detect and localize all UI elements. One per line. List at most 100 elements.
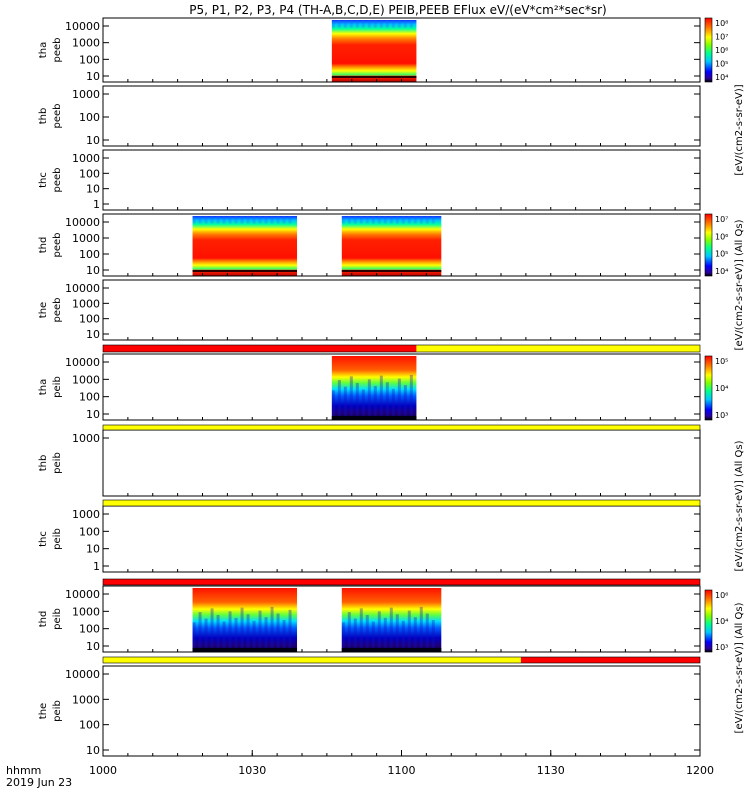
mode-bar-segment bbox=[520, 657, 700, 663]
y-axis-label-instrument: peeb bbox=[52, 104, 63, 129]
spectrogram-texture bbox=[252, 216, 256, 224]
x-tick-label: 1030 bbox=[238, 764, 266, 777]
colorbar-thd_peeb bbox=[704, 213, 713, 277]
colorbar-tick-label: 10⁴ bbox=[715, 267, 728, 276]
y-axis-label-probe: thd bbox=[38, 611, 49, 628]
y-axis-label-probe: tha bbox=[38, 42, 49, 58]
y-axis-label-probe: thb bbox=[38, 455, 49, 472]
y-tick-label: 1000 bbox=[72, 373, 100, 386]
y-tick-label: 1000 bbox=[72, 297, 100, 310]
panel-thb_peeb: 1000 100 10 thb peeb bbox=[38, 85, 701, 147]
panel-frame bbox=[102, 429, 701, 497]
spectrogram-texture bbox=[276, 216, 280, 224]
spectrogram-texture bbox=[192, 216, 196, 224]
y-tick-label: 100 bbox=[79, 391, 100, 404]
y-axis-label-instrument: peib bbox=[52, 528, 63, 550]
spectrogram-texture bbox=[355, 20, 359, 28]
colorbar-tick-label: 10³ bbox=[715, 411, 728, 420]
figure-title: P5, P1, P2, P3, P4 (TH-A,B,C,D,E) PEIB,P… bbox=[189, 3, 606, 17]
y-axis-label-instrument: peib bbox=[52, 452, 63, 474]
spectrogram-texture bbox=[347, 216, 351, 224]
y-tick-label: 100 bbox=[79, 111, 100, 124]
mode-bar-segment bbox=[103, 425, 700, 430]
spectrogram-texture bbox=[371, 621, 375, 652]
x-axis-label-hhmm: hhmm bbox=[6, 764, 41, 777]
spectrogram-texture bbox=[252, 620, 256, 652]
spectrogram-texture bbox=[210, 608, 214, 652]
mode-bar-frame bbox=[102, 424, 701, 431]
spectrogram-texture bbox=[355, 382, 359, 420]
spectrogram-texture bbox=[353, 216, 357, 224]
spectrogram-texture bbox=[228, 611, 232, 652]
y-tick-label: 10 bbox=[86, 70, 100, 83]
spectrogram-texture bbox=[373, 385, 377, 420]
spectrogram-texture bbox=[222, 621, 226, 652]
panel-the_peeb: 10000 1000 100 10 the peeb bbox=[38, 279, 701, 341]
panel-frame bbox=[102, 505, 701, 573]
y-tick-label: 1000 bbox=[72, 693, 100, 706]
spectrogram-texture bbox=[425, 613, 429, 652]
spectrogram-texture bbox=[264, 216, 268, 224]
spectrogram-texture bbox=[371, 216, 375, 224]
spectrogram-texture bbox=[419, 216, 423, 224]
spectrogram-texture bbox=[258, 610, 262, 652]
spectrogram-texture bbox=[198, 612, 202, 652]
spectrogram-texture bbox=[367, 20, 371, 28]
spectrogram-texture bbox=[379, 375, 383, 420]
spectrogram-texture bbox=[365, 216, 369, 224]
y-tick-label: 10 bbox=[86, 640, 100, 653]
spectrogram-texture bbox=[337, 20, 341, 28]
spectrogram-texture bbox=[391, 388, 395, 420]
spectrogram-base bbox=[331, 416, 417, 420]
colorbar-tha_peeb bbox=[704, 17, 713, 83]
colorbar-stack: 10⁸ 10⁷ 10⁶ 10⁵ 10⁴ 10⁷ 10⁶ 10⁵ 10⁴ 10⁵ 10⁴ 10³ 10⁶ 1… bbox=[704, 17, 728, 653]
mode-bar-frame bbox=[102, 344, 701, 353]
spectrogram-texture bbox=[240, 607, 244, 652]
colorbar-label-upper: [eV/(cm2-s-sr-eV)] (All Qs) bbox=[734, 219, 745, 350]
spectrogram-texture bbox=[204, 618, 208, 652]
spectrogram-texture bbox=[395, 614, 399, 652]
spectrogram-texture bbox=[246, 216, 250, 224]
spectrogram-texture bbox=[389, 607, 393, 652]
spectrogram-base bbox=[341, 648, 442, 652]
y-tick-label: 10 bbox=[86, 264, 100, 277]
spectrogram-block bbox=[192, 588, 298, 652]
spectrogram-texture bbox=[383, 216, 387, 224]
x-tick-label: 1100 bbox=[388, 764, 416, 777]
spectrogram-texture bbox=[282, 620, 286, 652]
spectrogram-texture bbox=[407, 610, 411, 652]
spectrogram-texture bbox=[228, 216, 232, 224]
spectrogram-texture bbox=[234, 216, 238, 224]
colorbar-tick-label: 10⁶ bbox=[715, 591, 728, 600]
spectrogram-texture bbox=[347, 612, 351, 652]
spectrogram-texture bbox=[341, 622, 345, 652]
y-tick-label: 100 bbox=[79, 719, 100, 732]
y-tick-label: 1000 bbox=[72, 232, 100, 245]
y-tick-label: 1 bbox=[93, 560, 100, 573]
spectrogram-texture bbox=[222, 216, 226, 224]
panel-tha_peeb: 10000 1000 100 10 tha peeb bbox=[38, 17, 701, 83]
spectrogram-texture bbox=[264, 617, 268, 652]
colorbar-tick-label: 10⁴ bbox=[715, 617, 728, 626]
y-tick-label: 1000 bbox=[72, 508, 100, 521]
spectrogram-block bbox=[341, 588, 442, 652]
spectrogram-texture bbox=[198, 216, 202, 224]
panel-frame bbox=[102, 665, 701, 757]
mode-bar-frame bbox=[102, 499, 701, 507]
y-axis-label-probe: thc bbox=[38, 531, 49, 547]
panel-thd_peeb: 10000 1000 100 10 thd peeb bbox=[38, 213, 701, 277]
colorbar-tick-label: 10⁵ bbox=[715, 250, 728, 259]
colorbar-tick-label: 10⁸ bbox=[715, 19, 728, 28]
spectrogram-texture bbox=[389, 216, 393, 224]
y-tick-label: 10000 bbox=[65, 20, 100, 33]
y-axis-label-probe: tha bbox=[38, 379, 49, 395]
mode-bar-stack bbox=[102, 344, 701, 664]
mode-bar-segment bbox=[103, 500, 700, 506]
spectrogram-texture bbox=[431, 620, 435, 652]
spectrogram-texture bbox=[210, 216, 214, 224]
y-axis-label-probe: thb bbox=[38, 108, 49, 125]
colorbar-tick-label: 10⁶ bbox=[715, 232, 728, 241]
colorbar-label-middle: [eV/(cm2-s-sr-eV)] (All Qs) bbox=[734, 440, 745, 571]
